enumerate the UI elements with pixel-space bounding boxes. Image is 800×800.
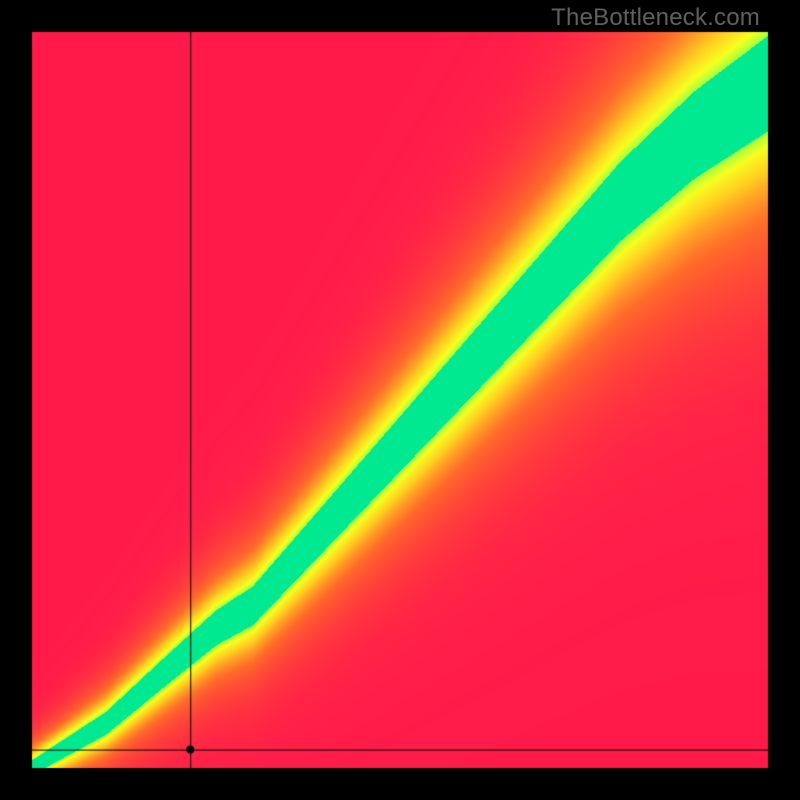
bottleneck-heatmap	[0, 0, 800, 800]
watermark-text: TheBottleneck.com	[551, 4, 760, 32]
